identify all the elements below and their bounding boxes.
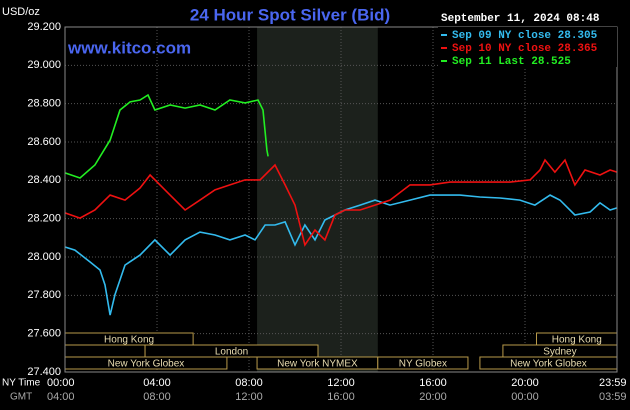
series-line bbox=[64, 93, 269, 179]
gmt-tick-label: 16:00 bbox=[327, 391, 355, 403]
x-tick-label: 20:00 bbox=[511, 377, 539, 389]
x-tick-label: 00:00 bbox=[47, 377, 75, 389]
y-tick-label: 29.000 bbox=[27, 59, 61, 71]
x-tick-label: 12:00 bbox=[327, 377, 355, 389]
session-label: Sydney bbox=[543, 347, 576, 358]
session-label: Hong Kong bbox=[552, 335, 602, 346]
y-tick-label: 29.200 bbox=[27, 21, 61, 33]
legend-entry: Sep 09 NY close 28.305 bbox=[452, 30, 598, 42]
x-tick-label: 23:59 bbox=[599, 377, 627, 389]
y-tick-label: 28.000 bbox=[27, 251, 61, 263]
gmt-tick-label: 04:00 bbox=[47, 391, 75, 403]
gmt-tick-label: 12:00 bbox=[235, 391, 263, 403]
session-label: New York Globex bbox=[108, 359, 185, 370]
timestamp: September 11, 2024 08:48 bbox=[441, 13, 600, 25]
session-label: London bbox=[215, 347, 248, 358]
shaded-session bbox=[257, 27, 378, 372]
series-line bbox=[64, 194, 618, 316]
y-tick-label: 28.800 bbox=[27, 98, 61, 110]
plot-frame bbox=[64, 26, 618, 373]
session-label: NY Globex bbox=[399, 359, 447, 370]
x-tick-label: 16:00 bbox=[419, 377, 447, 389]
session-box bbox=[144, 344, 319, 358]
legend-entry: Sep 11 Last 28.525 bbox=[452, 56, 571, 68]
gmt-tick-label: 08:00 bbox=[143, 391, 171, 403]
gmt-tick-label: 03:59 bbox=[599, 391, 627, 403]
gmt-tick-label: 20:00 bbox=[419, 391, 447, 403]
y-tick-label: 27.600 bbox=[27, 328, 61, 340]
session-box bbox=[377, 356, 469, 370]
session-label: New York NYMEX bbox=[277, 359, 358, 370]
y-tick-label: 28.400 bbox=[27, 174, 61, 186]
watermark: www.kitco.com bbox=[67, 38, 191, 57]
unit-label: USD/oz bbox=[2, 6, 40, 18]
gmt-tick-label: 00:00 bbox=[511, 391, 539, 403]
session-label: Hong Kong bbox=[104, 335, 154, 346]
session-box bbox=[64, 344, 146, 358]
chart-title: 24 Hour Spot Silver (Bid) bbox=[190, 5, 390, 24]
y-tick-label: 28.200 bbox=[27, 213, 61, 225]
x-row-label: GMT bbox=[10, 392, 32, 403]
legend-entry: Sep 10 NY close 28.365 bbox=[452, 43, 598, 55]
x-row-label: NY Time bbox=[2, 378, 41, 389]
legend-box bbox=[438, 27, 617, 67]
x-tick-label: 08:00 bbox=[235, 377, 263, 389]
session-label: New York Globex bbox=[510, 359, 587, 370]
y-tick-label: 27.800 bbox=[27, 289, 61, 301]
series-line bbox=[64, 158, 618, 247]
y-tick-label: 27.400 bbox=[27, 366, 61, 378]
y-tick-label: 28.600 bbox=[27, 136, 61, 148]
x-tick-label: 04:00 bbox=[143, 377, 171, 389]
